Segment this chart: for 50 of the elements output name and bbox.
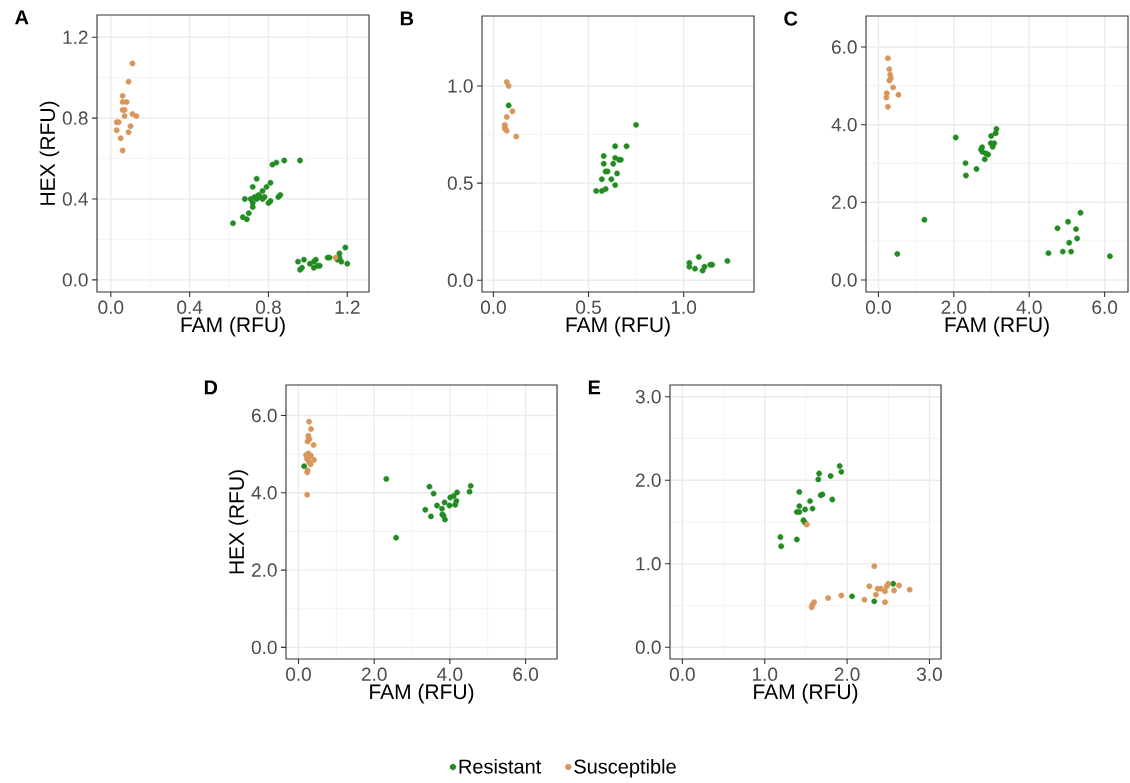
y-tick-label: 0.8 — [62, 111, 88, 125]
x-axis-title: FAM (RFU) — [370, 683, 474, 704]
y-tick-label: 0.5 — [447, 176, 473, 190]
x-tick-label: 6.0 — [513, 667, 539, 681]
legend-label: Resistant — [459, 758, 542, 774]
y-tick-label: 0.0 — [251, 640, 277, 655]
y-tick-label: 1.2 — [63, 30, 88, 44]
x-tick-label: 6.0 — [1092, 300, 1118, 314]
legend-label: Susceptible — [574, 758, 676, 778]
x-tick-label: 3.0 — [916, 667, 942, 681]
y-tick-label: 2.0 — [832, 195, 857, 210]
x-tick-label: 0.4 — [177, 300, 203, 314]
chart-title: C — [784, 11, 798, 26]
x-tick-label: 2.0 — [361, 667, 387, 681]
x-axis-title: FAM (RFU) — [945, 316, 1049, 337]
y-tick-label: 6.0 — [832, 40, 857, 54]
y-tick-label: 3.0 — [635, 389, 661, 404]
y-axis-title: HEX (RFU) — [39, 101, 60, 205]
x-tick-label: 0.0 — [286, 667, 311, 681]
x-tick-label: 0.0 — [865, 300, 891, 314]
chart-title: B — [400, 11, 414, 26]
x-tick-label: 0.5 — [576, 300, 601, 314]
y-tick-label: 1.0 — [636, 557, 661, 571]
y-tick-label: 0.4 — [62, 192, 88, 206]
x-axis-title: FAM (RFU) — [181, 316, 285, 337]
x-tick-label: 0.0 — [98, 300, 124, 314]
x-tick-label: 0.0 — [669, 667, 695, 681]
y-tick-label: 0.0 — [447, 273, 473, 288]
y-tick-label: 4.0 — [251, 486, 277, 500]
x-tick-label: 0.0 — [480, 300, 506, 314]
chart-title: D — [204, 380, 218, 395]
y-tick-label: 4.0 — [831, 117, 857, 132]
chart-title: A — [15, 10, 29, 25]
y-tick-label: 0.0 — [831, 273, 857, 287]
chart-title: E — [588, 380, 601, 395]
x-tick-label: 1.0 — [671, 300, 697, 314]
y-tick-label: 1.0 — [448, 79, 473, 93]
x-tick-label: 4.0 — [1016, 300, 1042, 314]
y-tick-label: 2.0 — [252, 563, 277, 577]
x-tick-label: 2.0 — [941, 300, 967, 314]
x-axis-title: FAM (RFU) — [754, 683, 858, 704]
y-tick-label: 0.0 — [62, 273, 88, 287]
x-tick-label: 4.0 — [437, 667, 463, 681]
x-tick-label: 1.2 — [335, 300, 360, 314]
y-axis-title: HEX (RFU) — [228, 470, 249, 574]
y-tick-label: 2.0 — [636, 473, 661, 487]
y-tick-label: 0.0 — [635, 640, 661, 655]
x-tick-label: 1.0 — [752, 667, 778, 681]
y-tick-label: 6.0 — [252, 408, 277, 423]
x-axis-title: FAM (RFU) — [566, 316, 670, 337]
